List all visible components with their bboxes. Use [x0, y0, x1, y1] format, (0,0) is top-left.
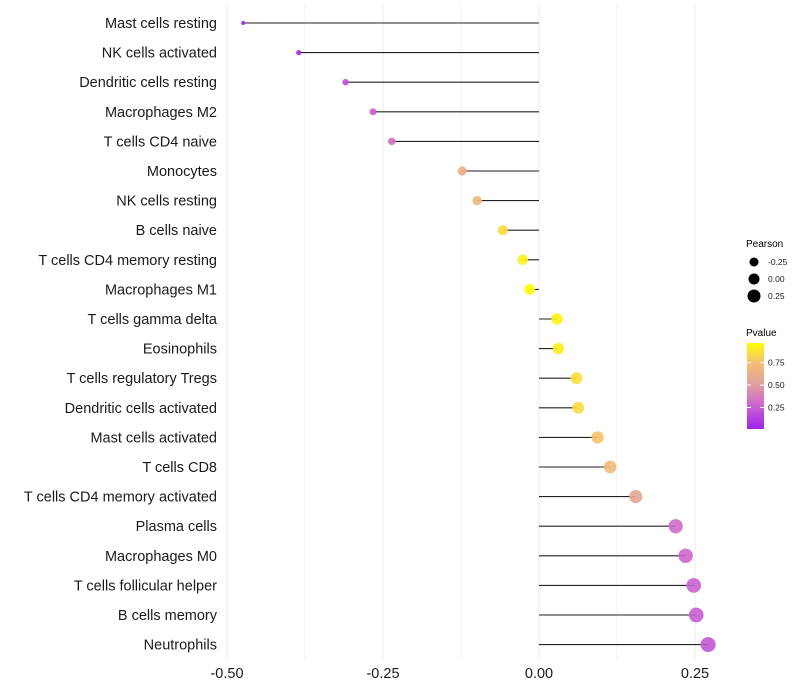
x-axis-labels: -0.50 -0.25 0.00 0.25: [210, 666, 709, 682]
y-axis-labels: Mast cells resting NK cells activated Dend…: [24, 16, 218, 654]
dot: [603, 460, 617, 474]
dot: [678, 548, 693, 564]
y-tick-label: Macrophages M0: [105, 549, 217, 565]
legend-pearson: Pearson -0.25 0.00 0.25: [746, 239, 788, 303]
legend-size-label: 0.00: [768, 274, 785, 284]
y-tick-label: T cells CD8: [142, 460, 217, 476]
y-tick-label: NK cells resting: [116, 194, 217, 210]
dot: [686, 578, 702, 593]
y-tick-label: Eosinophils: [143, 342, 217, 358]
y-tick-label: T cells CD4 naive: [104, 134, 217, 150]
y-tick-label: Mast cells activated: [90, 430, 217, 446]
legend-pvalue-label: 0.50: [768, 380, 785, 390]
dot: [472, 195, 482, 206]
dot: [700, 637, 716, 653]
legend-pvalue-label: 0.25: [768, 403, 785, 413]
dot: [524, 284, 536, 295]
legend-pvalue-title: Pvalue: [746, 328, 777, 339]
x-tick-label: 0.00: [525, 666, 553, 682]
y-tick-label: B cells memory: [118, 608, 218, 624]
dot: [241, 21, 246, 25]
dot: [668, 519, 683, 534]
y-tick-label: Neutrophils: [144, 638, 217, 654]
dot: [629, 489, 643, 504]
y-tick-label: T cells CD4 memory activated: [24, 490, 217, 506]
y-tick-label: Macrophages M1: [105, 282, 217, 298]
x-tick-label: -0.25: [366, 666, 399, 682]
legend-pvalue: Pvalue 0.75 0.50 0.25: [746, 328, 785, 429]
dot: [570, 372, 583, 385]
dot: [387, 137, 396, 146]
dot: [369, 108, 377, 116]
dot: [342, 78, 349, 86]
dot: [688, 607, 704, 623]
dot: [497, 225, 508, 236]
legend-pvalue-label: 0.75: [768, 358, 785, 368]
dot: [552, 342, 565, 355]
grid-lines: [226, 5, 696, 660]
legend-pearson-title: Pearson: [746, 239, 783, 250]
y-tick-label: Mast cells resting: [105, 16, 217, 32]
legend-size-label: 0.25: [768, 291, 785, 301]
dot: [591, 431, 604, 444]
dot: [517, 254, 529, 266]
dot: [551, 313, 563, 325]
legend-size-dot: [748, 273, 760, 285]
dot: [296, 49, 302, 56]
y-tick-label: Macrophages M2: [105, 105, 217, 121]
x-tick-label: -0.50: [210, 666, 243, 682]
y-tick-label: NK cells activated: [102, 46, 217, 62]
y-tick-label: T cells CD4 memory resting: [38, 253, 217, 269]
legend-size-dot: [749, 257, 759, 267]
y-tick-label: T cells gamma delta: [88, 312, 218, 328]
y-tick-label: Monocytes: [147, 164, 217, 180]
dot: [457, 166, 467, 176]
y-tick-label: B cells naive: [136, 223, 217, 239]
pvalue-colorbar: [747, 343, 764, 429]
legend-size-dot: [747, 289, 761, 303]
y-tick-label: Plasma cells: [136, 519, 217, 535]
y-tick-label: Dendritic cells resting: [79, 75, 217, 91]
y-tick-label: T cells follicular helper: [74, 578, 217, 594]
x-tick-label: 0.25: [681, 666, 709, 682]
dots: [241, 21, 716, 653]
y-tick-label: Dendritic cells activated: [65, 401, 217, 417]
dot: [572, 401, 585, 414]
legend-size-label: -0.25: [768, 257, 788, 267]
stems: [243, 22, 709, 646]
y-tick-label: T cells regulatory Tregs: [67, 371, 217, 387]
